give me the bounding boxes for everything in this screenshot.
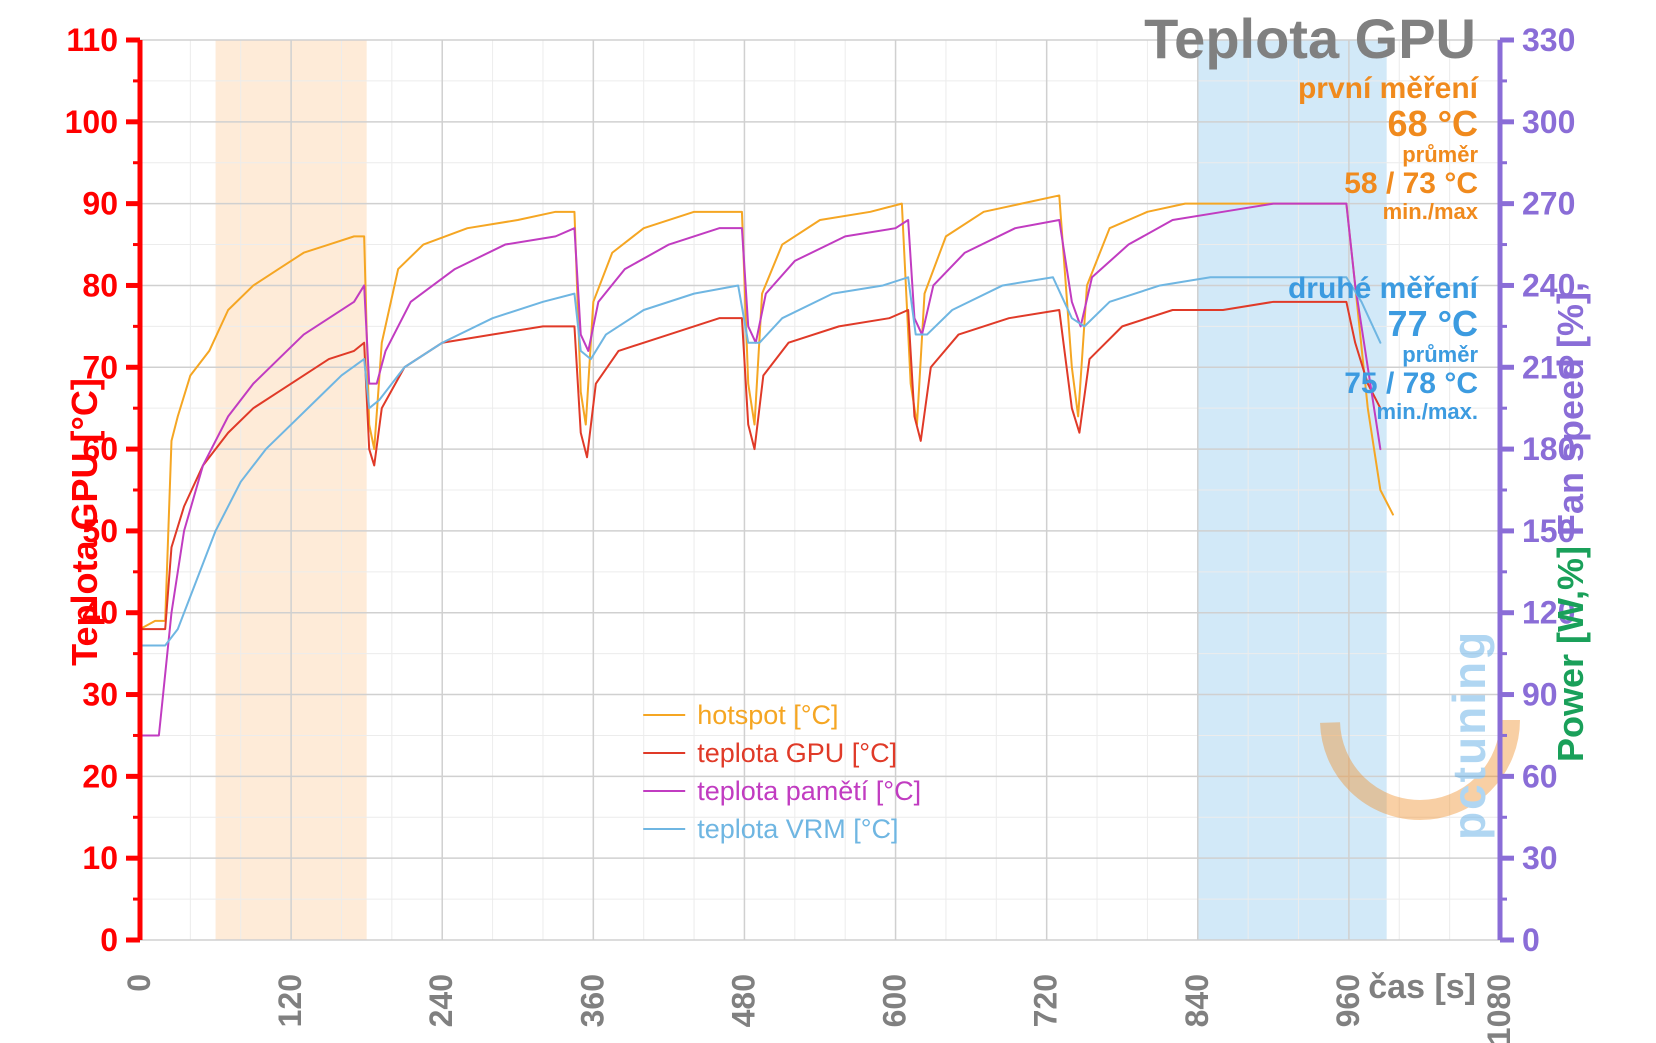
chart-title: Teplota GPU (1144, 6, 1476, 71)
y-left-axis-label: Teplota GPU [°C] (64, 322, 106, 722)
svg-text:0: 0 (100, 922, 118, 958)
y-right-fan-label: Fan speed [%], (1550, 281, 1591, 535)
annotation-second-sub1: průměr (1288, 343, 1478, 367)
annotation-second-sub2: min./max. (1288, 400, 1478, 424)
y-right-power-label: Power [W,%] (1550, 546, 1591, 762)
annotation-first-value: 68 °C (1298, 105, 1478, 143)
svg-text:100: 100 (65, 104, 118, 140)
svg-text:80: 80 (82, 267, 118, 303)
svg-text:0: 0 (121, 974, 157, 992)
svg-text:0: 0 (1522, 922, 1540, 958)
svg-text:90: 90 (82, 186, 118, 222)
annotation-first-head: první měření (1298, 72, 1478, 105)
annotation-second-value: 77 °C (1288, 305, 1478, 343)
annotation-first-sub1: průměr (1298, 143, 1478, 167)
svg-text:1080: 1080 (1481, 974, 1517, 1043)
svg-text:330: 330 (1522, 22, 1575, 58)
svg-text:pctuning: pctuning (1443, 630, 1495, 840)
svg-text:960: 960 (1330, 974, 1366, 1027)
svg-text:10: 10 (82, 840, 118, 876)
annotation-first-measurement: první měření 68 °C průměr 58 / 73 °C min… (1298, 72, 1478, 224)
svg-text:teplota VRM [°C]: teplota VRM [°C] (697, 814, 898, 844)
svg-text:hotspot [°C]: hotspot [°C] (697, 700, 838, 730)
svg-text:300: 300 (1522, 104, 1575, 140)
svg-text:teplota GPU [°C]: teplota GPU [°C] (697, 738, 897, 768)
annotation-second-head: druhé měření (1288, 272, 1478, 305)
svg-text:840: 840 (1179, 974, 1215, 1027)
chart-title-text: Teplota GPU (1144, 7, 1476, 70)
svg-text:480: 480 (725, 974, 761, 1027)
annotation-first-sub2: min./max (1298, 200, 1478, 224)
svg-text:30: 30 (1522, 840, 1558, 876)
y-right-axis-label: Power [W,%] Fan speed [%], (1550, 272, 1592, 772)
svg-text:720: 720 (1028, 974, 1064, 1027)
svg-text:600: 600 (877, 974, 913, 1027)
svg-text:120: 120 (272, 974, 308, 1027)
svg-text:360: 360 (574, 974, 610, 1027)
annotation-second-measurement: druhé měření 77 °C průměr 75 / 78 °C min… (1288, 272, 1478, 424)
svg-text:270: 270 (1522, 186, 1575, 222)
annotation-first-range: 58 / 73 °C (1298, 167, 1478, 200)
chart-container: Teplota GPU [°C] Power [W,%] Fan speed [… (0, 0, 1656, 1043)
svg-text:240: 240 (423, 974, 459, 1027)
x-axis-label-text: čas [s] (1368, 968, 1476, 1006)
svg-text:20: 20 (82, 758, 118, 794)
svg-text:teplota pamětí [°C]: teplota pamětí [°C] (697, 776, 921, 806)
y-left-axis-label-text: Teplota GPU [°C] (64, 378, 105, 666)
x-axis-label: čas [s] (1368, 968, 1476, 1007)
annotation-second-range: 75 / 78 °C (1288, 367, 1478, 400)
svg-text:110: 110 (66, 22, 118, 58)
